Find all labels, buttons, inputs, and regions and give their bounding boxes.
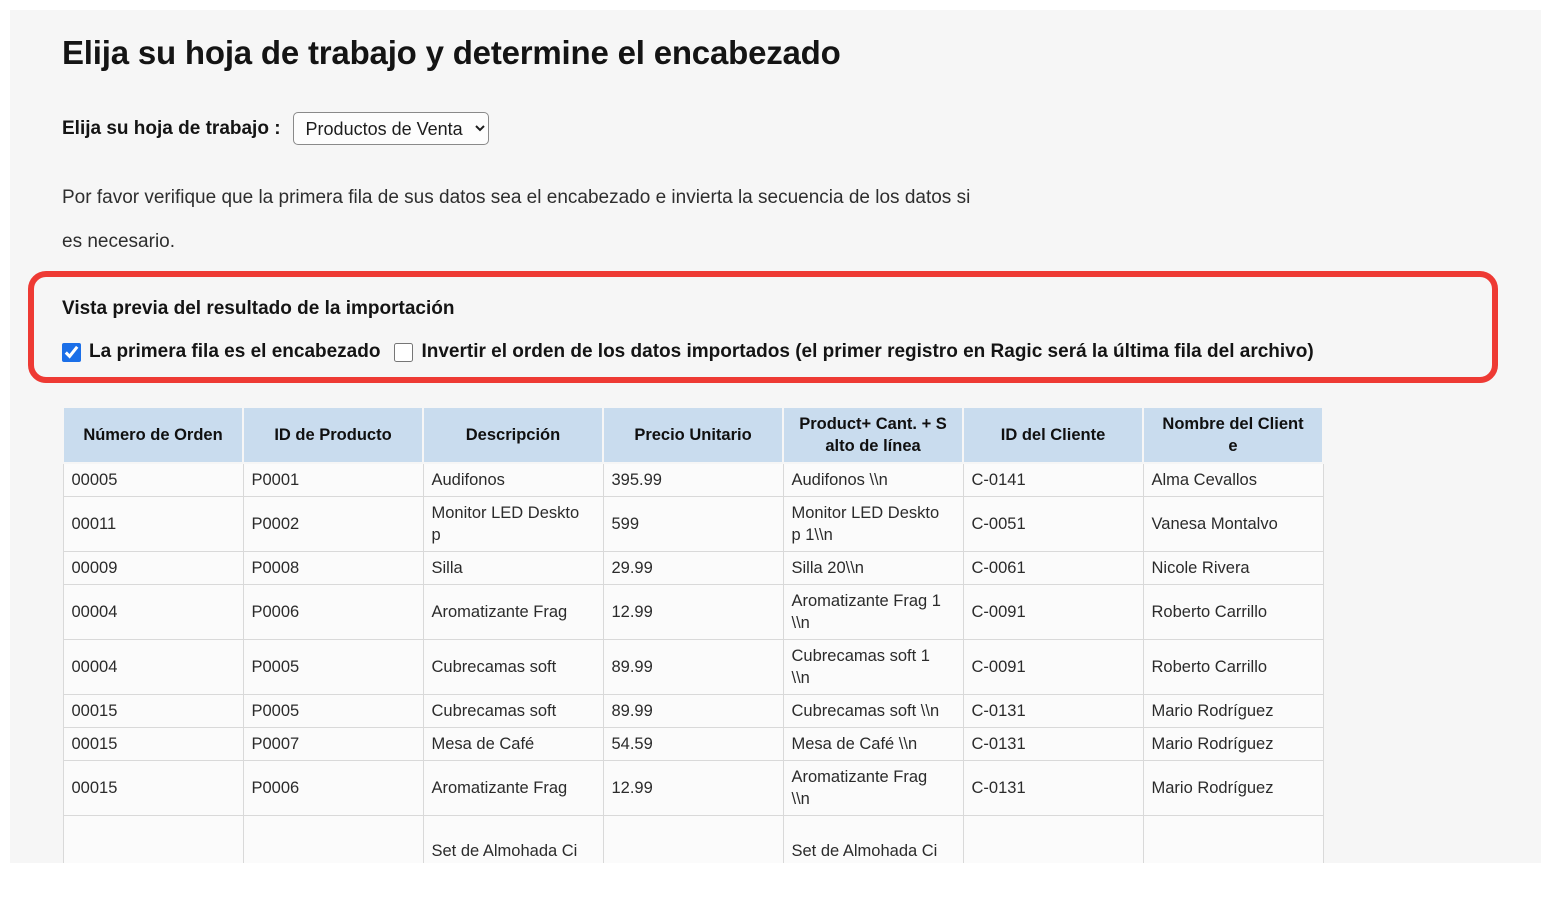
table-cell: Audifonos \\n bbox=[782, 462, 964, 497]
table-cell: 00015 bbox=[62, 694, 244, 728]
table-cell bbox=[962, 815, 1144, 863]
import-preview-table: Número de Orden ID de Producto Descripción… bbox=[62, 406, 1324, 863]
table-cell: 00004 bbox=[62, 584, 244, 640]
table-cell: 395.99 bbox=[602, 462, 784, 497]
table-cell: 599 bbox=[602, 496, 784, 552]
table-cell: C-0131 bbox=[962, 727, 1144, 761]
table-cell: Cubrecamas soft bbox=[422, 639, 604, 695]
table-cell: Cubrecamas soft 1 \\n bbox=[782, 639, 964, 695]
column-header: ID de Producto bbox=[242, 406, 424, 464]
first-row-header-label: La primera fila es el encabezado bbox=[89, 341, 381, 362]
table-cell: 00004 bbox=[62, 639, 244, 695]
preview-heading: Vista previa del resultado de la importa… bbox=[62, 298, 455, 319]
table-cell: C-0051 bbox=[962, 496, 1144, 552]
table-row: Set de Almohada Ci Set de Almohada Ci bbox=[62, 815, 1324, 863]
table-cell: 89.99 bbox=[602, 639, 784, 695]
table-cell bbox=[242, 815, 424, 863]
table-cell: Monitor LED Deskto p bbox=[422, 496, 604, 552]
table-body: 00005 P0001 Audifonos 395.99 Audifonos \\n C-… bbox=[62, 462, 1324, 863]
checkbox-row: La primera fila es el encabezado Inverti… bbox=[62, 341, 1314, 363]
table-row: 00015 P0007 Mesa de Café 54.59 Mesa de Café … bbox=[62, 727, 1324, 761]
table-cell: Silla bbox=[422, 551, 604, 585]
table-row: 00011 P0002 Monitor LED Deskto p 599 Monitor… bbox=[62, 496, 1324, 552]
invert-order-label: Invertir el orden de los datos importado… bbox=[421, 341, 1314, 362]
table-cell: Aromatizante Frag bbox=[422, 584, 604, 640]
table-row: 00005 P0001 Audifonos 395.99 Audifonos \\n C-… bbox=[62, 462, 1324, 497]
table-cell: Alma Cevallos bbox=[1142, 462, 1324, 497]
table-cell: 00011 bbox=[62, 496, 244, 552]
table-cell: P0008 bbox=[242, 551, 424, 585]
table-cell: 00005 bbox=[62, 462, 244, 497]
table-cell: C-0131 bbox=[962, 694, 1144, 728]
table-cell: Silla 20\\n bbox=[782, 551, 964, 585]
table-cell: Aromatizante Frag \\n bbox=[782, 760, 964, 816]
table-cell: P0002 bbox=[242, 496, 424, 552]
column-header: Nombre del Client e bbox=[1142, 406, 1324, 464]
table-row: 00009 P0008 Silla 29.99 Silla 20\\n C-0061 Nic… bbox=[62, 551, 1324, 585]
table-cell: 89.99 bbox=[602, 694, 784, 728]
header-row: Número de Orden ID de Producto Descripción… bbox=[62, 406, 1324, 464]
table-cell: Vanesa Montalvo bbox=[1142, 496, 1324, 552]
table-cell: Monitor LED Deskto p 1\\n bbox=[782, 496, 964, 552]
worksheet-select[interactable]: Productos de Venta bbox=[292, 112, 489, 145]
table-cell: Mesa de Café \\n bbox=[782, 727, 964, 761]
worksheet-label: Elija su hoja de trabajo : bbox=[62, 117, 281, 139]
table-cell: 00015 bbox=[62, 760, 244, 816]
column-header: Product+ Cant. + S alto de línea bbox=[782, 406, 964, 464]
table-cell: P0006 bbox=[242, 760, 424, 816]
table-cell: 00015 bbox=[62, 727, 244, 761]
red-highlight-annotation bbox=[28, 271, 1498, 383]
table-cell: 29.99 bbox=[602, 551, 784, 585]
table-cell: 54.59 bbox=[602, 727, 784, 761]
table-cell: C-0131 bbox=[962, 760, 1144, 816]
table-cell: C-0141 bbox=[962, 462, 1144, 497]
table-row: 00015 P0006 Aromatizante Frag 12.99 Aromatiz… bbox=[62, 760, 1324, 816]
column-header: Descripción bbox=[422, 406, 604, 464]
table-cell: P0006 bbox=[242, 584, 424, 640]
table-cell: C-0061 bbox=[962, 551, 1144, 585]
table-cell: Set de Almohada Ci bbox=[422, 815, 604, 863]
table-cell: Mario Rodríguez bbox=[1142, 727, 1324, 761]
table-row: 00004 P0006 Aromatizante Frag 12.99 Aromatiz… bbox=[62, 584, 1324, 640]
table-cell: P0007 bbox=[242, 727, 424, 761]
table-cell: Aromatizante Frag bbox=[422, 760, 604, 816]
table-cell bbox=[602, 815, 784, 863]
table-cell: Mario Rodríguez bbox=[1142, 760, 1324, 816]
invert-order-checkbox-group: Invertir el orden de los datos importado… bbox=[394, 341, 1314, 363]
column-header: Precio Unitario bbox=[602, 406, 784, 464]
table-cell: Audifonos bbox=[422, 462, 604, 497]
table-cell: C-0091 bbox=[962, 584, 1144, 640]
table-cell: Nicole Rivera bbox=[1142, 551, 1324, 585]
table-cell: P0001 bbox=[242, 462, 424, 497]
column-header: Número de Orden bbox=[62, 406, 244, 464]
table-cell: Cubrecamas soft bbox=[422, 694, 604, 728]
table-cell: Mesa de Café bbox=[422, 727, 604, 761]
import-preview-table-wrap: Número de Orden ID de Producto Descripción… bbox=[62, 406, 1324, 863]
table-cell: 12.99 bbox=[602, 584, 784, 640]
table-row: 00004 P0005 Cubrecamas soft 89.99 Cubrecamas… bbox=[62, 639, 1324, 695]
table-cell: Aromatizante Frag 1 \\n bbox=[782, 584, 964, 640]
table-cell: P0005 bbox=[242, 694, 424, 728]
import-wizard-panel: Elija su hoja de trabajo y determine el … bbox=[10, 10, 1541, 863]
table-cell: Mario Rodríguez bbox=[1142, 694, 1324, 728]
table-cell: P0005 bbox=[242, 639, 424, 695]
invert-order-checkbox[interactable] bbox=[394, 342, 414, 362]
column-header: ID del Cliente bbox=[962, 406, 1144, 464]
first-row-header-checkbox[interactable] bbox=[62, 342, 81, 362]
table-cell: Roberto Carrillo bbox=[1142, 584, 1324, 640]
instructions-text: Por favor verifique que la primera fila … bbox=[62, 187, 971, 252]
first-row-header-checkbox-group: La primera fila es el encabezado bbox=[62, 341, 380, 363]
table-cell: Roberto Carrillo bbox=[1142, 639, 1324, 695]
table-cell: 12.99 bbox=[602, 760, 784, 816]
page-title: Elija su hoja de trabajo y determine el … bbox=[62, 34, 841, 71]
table-cell bbox=[1142, 815, 1324, 863]
table-cell bbox=[62, 815, 244, 863]
table-cell: 00009 bbox=[62, 551, 244, 585]
table-cell: Set de Almohada Ci bbox=[782, 815, 964, 863]
table-row: 00015 P0005 Cubrecamas soft 89.99 Cubrecamas… bbox=[62, 694, 1324, 728]
worksheet-row: Elija su hoja de trabajo : Productos de … bbox=[62, 112, 489, 145]
table-cell: C-0091 bbox=[962, 639, 1144, 695]
table-cell: Cubrecamas soft \\n bbox=[782, 694, 964, 728]
